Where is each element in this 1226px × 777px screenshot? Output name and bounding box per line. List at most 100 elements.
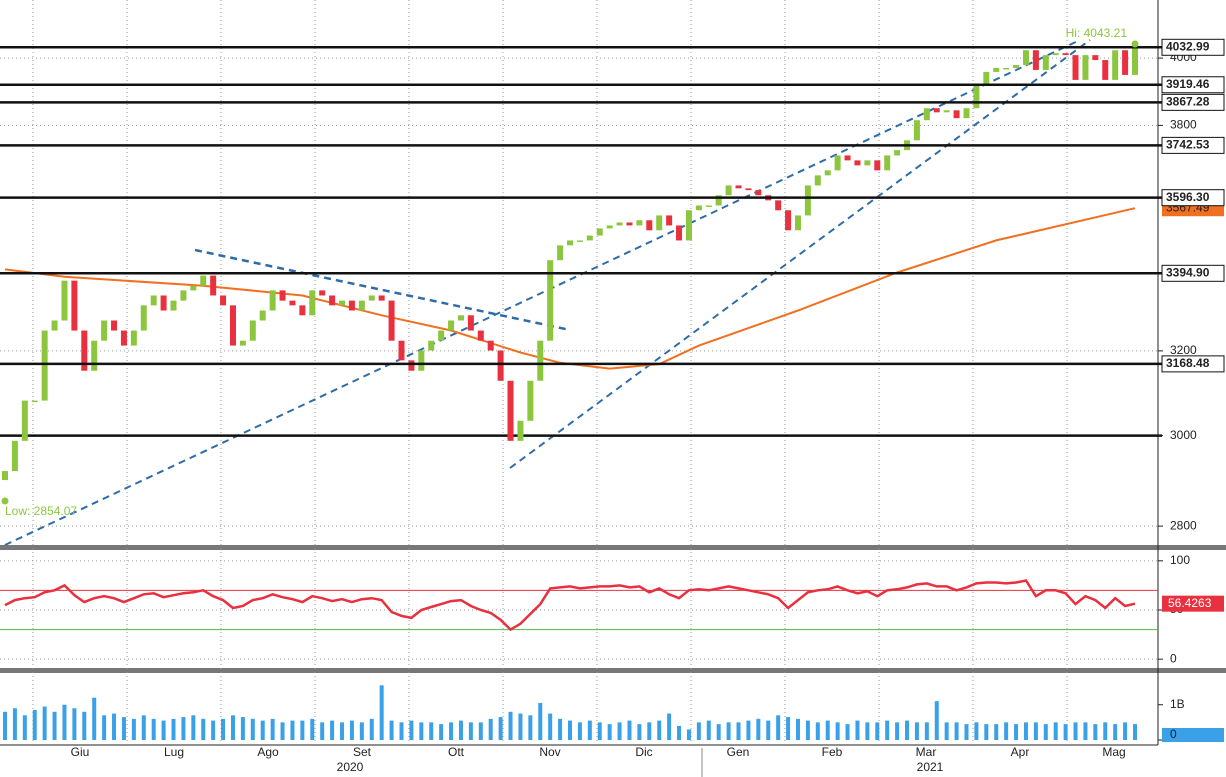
volume-bar (468, 722, 473, 740)
candle (418, 350, 425, 371)
volume-bar (280, 722, 285, 740)
candle (735, 185, 742, 189)
volume-bar (82, 711, 87, 740)
level-label: 3394.90 (1166, 265, 1210, 279)
candle (586, 235, 593, 241)
y-tick-label: 100 (1170, 553, 1190, 567)
volume-bar (1023, 722, 1028, 740)
y-tick-label: 3800 (1170, 118, 1197, 132)
candle (309, 290, 316, 316)
candle (814, 175, 821, 186)
candle (953, 110, 960, 119)
candle (229, 305, 236, 346)
y-tick-label: 1B (1170, 697, 1185, 711)
volume-bar (1083, 722, 1088, 740)
level-label: 3596.30 (1166, 190, 1210, 204)
candle (249, 320, 256, 341)
candle (1112, 50, 1119, 80)
volume-bar (52, 711, 57, 740)
level-label-box (1161, 264, 1225, 282)
candle (824, 170, 831, 176)
level-label-box (1161, 189, 1225, 207)
candle (150, 295, 157, 306)
volume-bar (121, 717, 126, 740)
volume-bar (885, 720, 890, 740)
level-label: 3168.48 (1166, 356, 1210, 370)
x-tick-label: Dic (635, 745, 652, 759)
volume-bar (914, 722, 919, 740)
panel-separator (0, 668, 1226, 673)
volume-bar (518, 713, 523, 740)
volume-bar (597, 722, 602, 740)
candle (1042, 55, 1049, 70)
candle (1122, 50, 1129, 75)
volume-bar (498, 717, 503, 740)
volume-bar (746, 720, 751, 740)
candle (695, 205, 702, 211)
x-tick-label: Mar (916, 745, 937, 759)
volume-bar (667, 713, 672, 740)
candle (269, 290, 276, 311)
candle (408, 360, 415, 371)
volume-bar (32, 710, 37, 740)
extreme-marker (1, 497, 9, 505)
volume-bar (726, 722, 731, 740)
candle (705, 205, 712, 207)
x-tick-label: Ott (448, 745, 465, 759)
y-tick-label: 3000 (1170, 428, 1197, 442)
volume-bar (974, 722, 979, 740)
candle (299, 305, 306, 316)
volume-bar (230, 715, 235, 740)
candle (111, 320, 118, 331)
candle (537, 340, 544, 381)
volume-bar (131, 718, 136, 740)
volume-bar (112, 713, 117, 740)
candle (51, 320, 58, 331)
label-layer: Giu Lug Ago Set Ott Nov Dic Gen Feb Mar Apr Mag 2020… (5, 26, 1225, 774)
candle (646, 220, 653, 231)
volume-bar (161, 720, 166, 740)
candle (239, 340, 246, 346)
rsi-line (4, 579, 1136, 632)
level-label-box (1161, 136, 1225, 154)
volume-bar (558, 718, 563, 740)
volume-bar (756, 718, 761, 740)
volume-bar (141, 715, 146, 740)
candle (81, 330, 88, 371)
volume-bar (607, 724, 612, 740)
volume-bar (905, 720, 910, 740)
volume-bar (875, 722, 880, 740)
volume-bar (895, 722, 900, 740)
volume-bar (260, 720, 265, 740)
candle (844, 155, 851, 161)
candle (884, 155, 891, 171)
volume-bar (934, 701, 939, 740)
volume-bar (1133, 724, 1137, 740)
candle (329, 295, 336, 306)
volume-bar (825, 720, 830, 740)
volume-bar (647, 722, 652, 740)
y-tick-label: 0 (1170, 651, 1177, 665)
candle (1022, 50, 1029, 65)
volume-bar (984, 724, 989, 740)
candle (804, 185, 811, 216)
candle (130, 330, 137, 346)
volume-bar (349, 720, 354, 740)
volume-bar (657, 720, 662, 740)
volume-bar (478, 722, 483, 740)
candle (91, 340, 98, 371)
volume-bar (686, 729, 691, 740)
volume-bar (429, 722, 434, 740)
candle (2, 471, 8, 481)
year-label: 2021 (917, 760, 944, 774)
volume-bar (399, 722, 404, 740)
volume-bar (191, 715, 196, 740)
volume-bar (72, 708, 77, 740)
volume-bar (12, 708, 17, 740)
candle (557, 245, 564, 261)
candle (259, 310, 266, 321)
candle (973, 84, 980, 109)
trendline (194, 248, 571, 332)
candle (666, 215, 673, 226)
